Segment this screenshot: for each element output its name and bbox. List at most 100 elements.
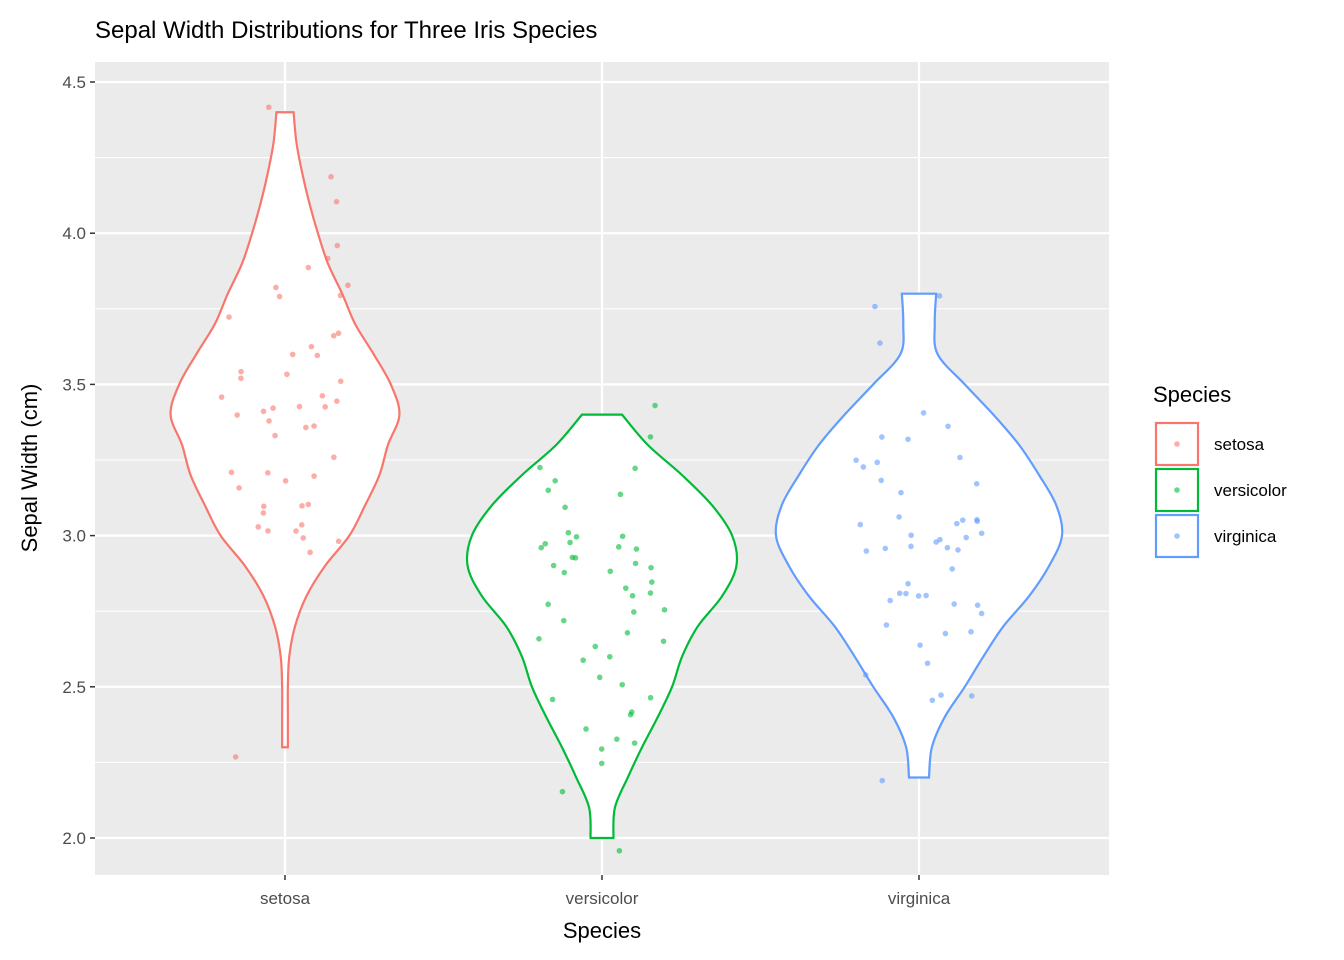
- data-point-virginica: [959, 517, 966, 523]
- data-point-virginica: [974, 602, 981, 608]
- data-point-virginica: [974, 516, 980, 523]
- data-point-setosa: [311, 423, 317, 429]
- data-point-virginica: [905, 436, 911, 443]
- data-point-virginica: [879, 777, 886, 784]
- data-point-versicolor: [629, 592, 636, 599]
- data-point-versicolor: [572, 555, 579, 561]
- data-point-versicolor: [538, 544, 545, 551]
- data-point-setosa: [305, 264, 312, 271]
- data-point-virginica: [896, 514, 902, 520]
- data-point-versicolor: [652, 402, 658, 409]
- data-point-setosa: [260, 510, 267, 516]
- data-point-virginica: [882, 545, 889, 552]
- y-tick-label: 3.5: [62, 375, 86, 394]
- data-point-virginica: [929, 697, 936, 704]
- data-point-setosa: [337, 292, 344, 299]
- data-point-setosa: [234, 412, 240, 418]
- data-point-setosa: [335, 330, 342, 337]
- data-point-versicolor: [545, 487, 552, 494]
- legend: Species setosa versicolor virginica: [1153, 382, 1287, 559]
- legend-label-versicolor: versicolor: [1214, 481, 1287, 500]
- data-point-versicolor: [660, 638, 667, 645]
- data-point-setosa: [282, 478, 289, 484]
- violin-virginica: [774, 292, 1064, 779]
- violin-setosa: [169, 111, 401, 749]
- data-point-virginica: [954, 520, 960, 527]
- x-axis-title: Species: [563, 918, 641, 943]
- data-point-setosa: [319, 393, 326, 399]
- data-point-virginica: [903, 590, 909, 597]
- data-point-virginica: [951, 601, 957, 607]
- data-point-virginica: [978, 530, 985, 537]
- data-point-setosa: [337, 378, 344, 385]
- data-point-setosa: [308, 343, 315, 350]
- data-point-virginica: [898, 489, 904, 496]
- data-point-setosa: [328, 174, 334, 180]
- data-point-setosa: [228, 469, 235, 476]
- data-point-setosa: [311, 473, 317, 479]
- data-point-virginica: [933, 539, 939, 545]
- jitter-points: [218, 104, 985, 854]
- data-point-setosa: [333, 198, 340, 205]
- data-point-versicolor: [647, 590, 654, 596]
- y-axis-title: Sepal Width (cm): [17, 384, 42, 553]
- data-point-versicolor: [633, 546, 640, 552]
- data-point-setosa: [335, 538, 342, 545]
- data-point-setosa: [289, 351, 296, 358]
- data-point-versicolor: [562, 504, 568, 511]
- legend-label-setosa: setosa: [1214, 435, 1265, 454]
- data-point-versicolor: [549, 696, 556, 703]
- data-point-versicolor: [617, 491, 624, 498]
- data-point-setosa: [284, 371, 290, 378]
- data-point-setosa: [299, 503, 305, 509]
- data-point-virginica: [908, 532, 914, 539]
- data-point-versicolor: [627, 711, 634, 718]
- data-point-virginica: [862, 672, 869, 678]
- data-point-virginica: [957, 454, 963, 461]
- data-point-versicolor: [552, 478, 558, 484]
- data-point-versicolor: [632, 560, 639, 567]
- data-point-virginica: [942, 630, 949, 637]
- data-point-versicolor: [560, 617, 567, 624]
- y-tick-label: 3.0: [62, 527, 86, 546]
- data-point-versicolor: [607, 653, 613, 660]
- data-point-versicolor: [561, 569, 568, 576]
- data-point-virginica: [877, 340, 883, 346]
- data-point-setosa: [260, 408, 267, 415]
- data-point-virginica: [968, 628, 974, 635]
- data-point-versicolor: [598, 746, 605, 752]
- y-tick-label: 2.5: [62, 678, 86, 697]
- data-point-setosa: [331, 454, 337, 461]
- data-point-versicolor: [596, 674, 603, 681]
- data-point-versicolor: [559, 788, 566, 795]
- data-point-setosa: [272, 432, 278, 439]
- data-point-setosa: [334, 398, 340, 404]
- data-point-versicolor: [545, 601, 551, 608]
- legend-point-setosa: [1174, 441, 1180, 447]
- data-point-versicolor: [624, 629, 631, 636]
- data-point-versicolor: [622, 585, 629, 591]
- data-point-virginica: [853, 457, 859, 463]
- data-point-setosa: [300, 535, 307, 541]
- violins: [169, 111, 1064, 840]
- data-point-versicolor: [631, 740, 638, 746]
- data-point-virginica: [857, 521, 864, 528]
- data-point-setosa: [266, 104, 272, 111]
- data-point-virginica: [915, 593, 922, 599]
- data-point-versicolor: [632, 465, 638, 472]
- data-point-setosa: [218, 394, 225, 400]
- data-point-virginica: [874, 459, 881, 466]
- data-point-setosa: [293, 528, 299, 534]
- data-point-versicolor: [550, 562, 557, 569]
- data-point-setosa: [265, 470, 271, 476]
- data-point-virginica: [879, 434, 885, 440]
- data-point-virginica: [945, 423, 951, 430]
- x-axis: setosa versicolor virginica: [260, 875, 951, 908]
- data-point-setosa: [238, 368, 244, 375]
- data-point-setosa: [307, 549, 313, 556]
- violin-versicolor: [465, 413, 739, 840]
- data-point-setosa: [266, 418, 272, 424]
- data-point-versicolor: [648, 564, 654, 571]
- data-point-setosa: [273, 284, 279, 291]
